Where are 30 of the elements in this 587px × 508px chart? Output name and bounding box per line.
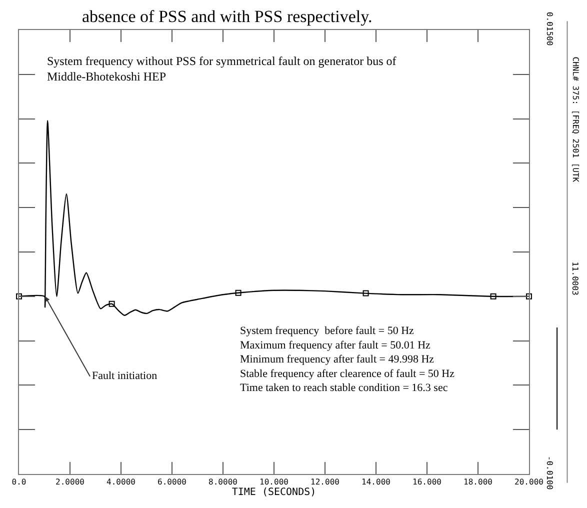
point [526,293,532,300]
text: CHNL# 375: [FREQ 2501 [UTK [570,56,580,182]
y-tick-label: 0.01500 [545,12,554,46]
x-tick-label: 16.000 [412,478,442,487]
x-tick-label: 10.000 [260,478,289,487]
point [16,293,22,300]
text: 11.0003 [570,262,580,296]
x-tick-label: 20.000 [514,478,544,487]
annotation: Stable frequency after clearence of fault = 50 Hz [240,368,455,380]
annotation: System frequency before fault = 50 Hz [240,325,414,337]
text: absence of PSS and with PSS respectively. [82,7,372,26]
point [490,293,496,300]
x-tick-label: 4.0000 [106,478,136,487]
annotation: Time taken to reach stable condition = 16.3 sec [240,382,448,394]
x-tick-label: 14.000 [362,478,391,487]
point [235,290,242,296]
point [108,300,115,307]
annotation: Maximum frequency after fault = 50.01 Hz [240,339,431,352]
annotation: Minimum frequency after fault = 49.998 Hz [240,354,434,366]
x-tick-label: 18.000 [464,478,493,487]
y-tick-label: -0.0100 [545,456,554,490]
annotation: Fault initiation [92,370,158,382]
x-tick-label: 6.0000 [158,478,187,487]
x-tick-label: 12.000 [310,478,340,487]
x-tick-label: 0.0 [12,478,26,487]
text: System frequency without PSS for symmetrical fault on generator bus of Middle-Bhotekoshi HEP [47,54,396,84]
x-tick-label: 2.0000 [56,478,85,487]
x-tick-label: 8.0000 [208,478,238,487]
point [362,290,369,296]
x-axis-title: TIME (SECONDS) [232,487,316,498]
